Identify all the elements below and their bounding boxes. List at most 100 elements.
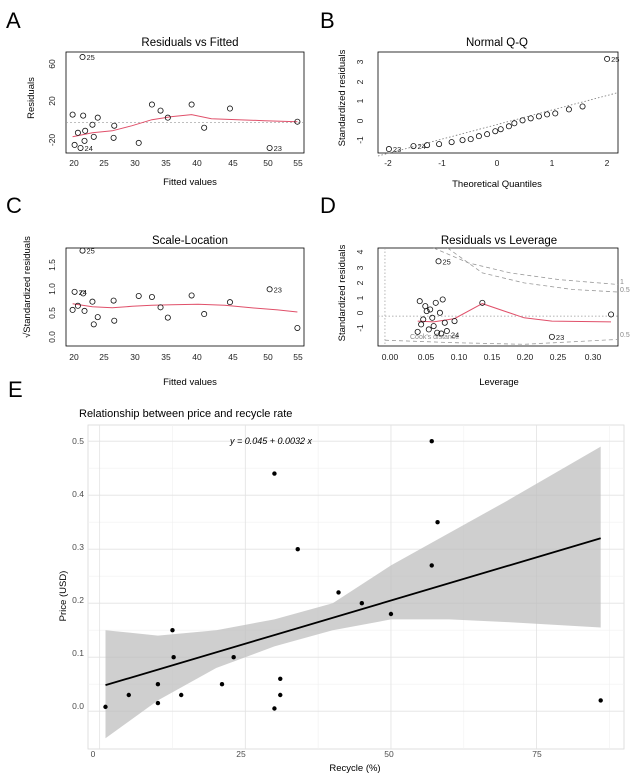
panel-d-ytick: 4 [355, 249, 365, 254]
data-point [544, 111, 551, 118]
data-point [179, 692, 184, 698]
data-point [74, 129, 81, 136]
data-point [424, 142, 431, 149]
panel-b-ytick: 2 [355, 79, 365, 84]
panel-b-ytick: 1 [355, 98, 365, 103]
data-point [294, 118, 301, 125]
cooks-contour-label: 0.5 [620, 332, 630, 339]
data-point [69, 111, 76, 118]
smooth-line [417, 303, 612, 323]
data-point [492, 128, 499, 135]
data-point [511, 120, 518, 127]
panel-e-ytick: 0.0 [72, 701, 84, 711]
panel-b-ytick: -1 [355, 136, 365, 144]
data-point [126, 692, 131, 698]
data-point [484, 131, 491, 138]
panel-d-title: Residuals vs Leverage [441, 235, 557, 247]
panel-d-xtick: 0.10 [451, 352, 468, 362]
data-point [423, 308, 430, 315]
confidence-band [105, 446, 601, 739]
panel-d-ytick: 1 [355, 295, 365, 300]
data-point [164, 114, 171, 121]
data-point [148, 101, 155, 108]
cooks-distance-label: Cook's distance [410, 334, 459, 341]
panel-b-ytick: 0 [355, 118, 365, 123]
panel-b-xtick: 2 [605, 158, 610, 168]
panel-d-ytick: 0 [355, 310, 365, 315]
panel-c-ytick: 0.0 [47, 331, 57, 343]
data-point [135, 292, 142, 299]
panel-b-title: Normal Q-Q [466, 37, 528, 49]
data-point [385, 146, 392, 153]
panel-c: C Scale-Location Fitted values √Standard… [6, 193, 305, 388]
panel-a-plot-area: 25 24 23 [65, 51, 305, 154]
panel-c-ytick: 1.0 [47, 283, 57, 295]
data-point [81, 307, 88, 314]
panel-e-xtick: 50 [384, 749, 394, 759]
plot-frame [377, 51, 619, 154]
data-point [418, 321, 425, 328]
panel-c-xlabel: Fitted values [163, 377, 217, 388]
regression-line [105, 537, 601, 687]
panel-e-xtick: 0 [91, 749, 96, 759]
data-point [157, 304, 164, 311]
data-point [443, 328, 450, 335]
panel-d-xtick: 0.20 [517, 352, 534, 362]
panel-e-ylabel: Price (USD) [58, 571, 69, 622]
data-point [74, 302, 81, 309]
data-point [110, 134, 117, 141]
data-point [505, 123, 512, 130]
data-point [201, 124, 208, 131]
panel-c-xtick: 45 [228, 352, 238, 362]
data-point [598, 698, 603, 703]
panel-letter-c: C [6, 193, 22, 218]
data-point [565, 106, 572, 113]
panel-d-xtick: 0.25 [550, 352, 567, 362]
data-point [90, 321, 97, 328]
panel-d-xtick: 0.15 [484, 352, 501, 362]
data-point [459, 137, 466, 144]
data-point [272, 471, 277, 476]
cooks-contour [433, 247, 619, 285]
data-point [80, 290, 87, 297]
panel-a-ytick: -20 [47, 134, 57, 147]
data-point [71, 141, 78, 148]
data-point [434, 329, 441, 336]
data-point [71, 288, 78, 295]
smooth-line [72, 303, 298, 313]
panel-e-ytick: 0.4 [72, 489, 84, 499]
point-label: 25 [87, 247, 95, 256]
data-point [435, 258, 442, 265]
panel-b: B Normal Q-Q Theoretical Quantiles Stand… [320, 8, 619, 190]
data-point [77, 144, 84, 151]
data-point [410, 143, 417, 150]
data-point [451, 318, 458, 325]
panel-a-xtick: 40 [192, 158, 202, 168]
data-point [111, 122, 118, 129]
panel-b-ylabel: Standardized residuals [337, 49, 348, 146]
data-point [103, 704, 108, 710]
data-point [535, 113, 542, 120]
cooks-contour-label: 1 [620, 279, 624, 286]
panel-letter-b: B [320, 8, 335, 33]
panel-b-xticks: -2 -1 0 1 2 [384, 158, 609, 168]
smooth-line [72, 114, 298, 138]
point-label: 23 [274, 144, 282, 153]
panel-e-plot-area [87, 424, 625, 750]
point-label: 24 [79, 288, 87, 297]
panel-d-plot-area: 25 24 23 [377, 247, 619, 347]
data-point [80, 112, 87, 119]
data-point [278, 692, 283, 698]
panel-e-xticks: 0 25 50 75 [91, 749, 542, 759]
panel-e-ytick: 0.5 [72, 436, 84, 446]
data-point [79, 247, 86, 254]
panel-d-xlabel: Leverage [479, 377, 519, 388]
panel-a-ytick: 60 [47, 59, 57, 69]
panel-a-xtick: 20 [69, 158, 79, 168]
data-point [422, 303, 429, 310]
panel-b-xtick: 0 [495, 158, 500, 168]
panel-d-xtick: 0.30 [585, 352, 602, 362]
panel-e-yticks: 0.0 0.1 0.2 0.3 0.4 0.5 [72, 436, 84, 711]
data-point [219, 682, 225, 687]
panel-c-title: Scale-Location [152, 235, 228, 247]
